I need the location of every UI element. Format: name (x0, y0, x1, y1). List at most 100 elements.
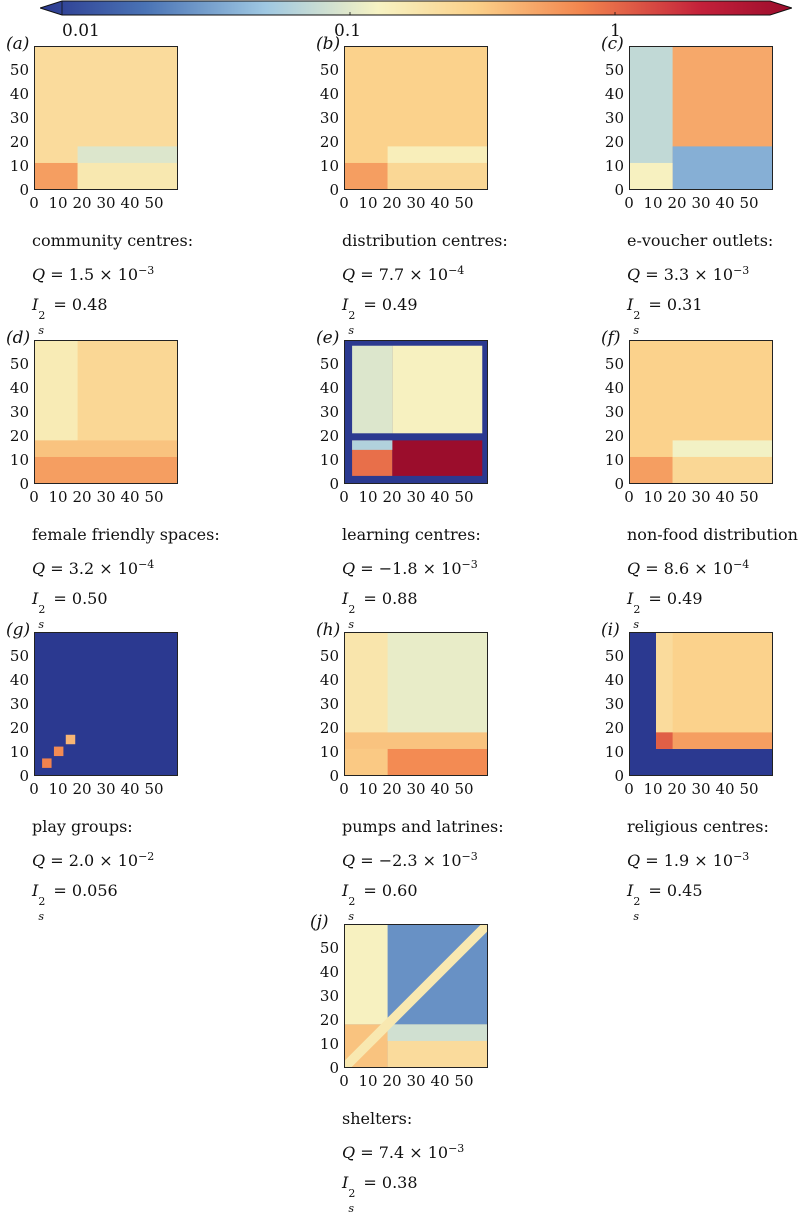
panel-label: (j) (310, 912, 329, 932)
y-tick-label: 0 (329, 475, 339, 493)
x-tick-label: 30 (691, 194, 711, 212)
y-tick-label: 10 (604, 451, 624, 469)
heatmap-block (77, 162, 177, 189)
y-tick-label: 30 (319, 109, 339, 127)
panel-title: distribution centres: (342, 231, 508, 250)
modularity-value: Q = 8.6 × 10−4 (627, 558, 750, 578)
heatmap-panel: (g) 0 10 20 30 40 50 0 10 20 30 40 50 play groups: Q =… (0, 620, 240, 923)
y-tick-label: 50 (604, 647, 624, 665)
y-tick-label: 50 (604, 355, 624, 373)
y-tick-label: 40 (9, 671, 29, 689)
panel-label: (f) (601, 328, 621, 348)
y-tick-label: 50 (319, 647, 339, 665)
x-tick-label: 10 (48, 780, 68, 798)
y-tick-label: 50 (9, 647, 29, 665)
x-tick-label: 10 (358, 488, 378, 506)
y-tick-label: 20 (604, 719, 624, 737)
x-tick-label: 20 (72, 780, 92, 798)
x-tick-label: 20 (382, 194, 402, 212)
modularity-value: Q = 7.4 × 10−3 (342, 1142, 465, 1162)
x-tick-label: 20 (667, 780, 687, 798)
heatmap-block (53, 746, 64, 757)
heatmap (34, 632, 178, 776)
panel-caption: female friendly spaces: Q = 3.2 × 10−4 I 2 s… (32, 520, 220, 631)
y-tick-label: 0 (614, 475, 624, 493)
heatmap-panel: (b) 0 10 20 30 40 50 0 10 20 30 40 50 distribution ce… (310, 34, 550, 337)
y-tick-label: 30 (9, 109, 29, 127)
heatmap (344, 46, 488, 190)
y-tick-label: 40 (9, 379, 29, 397)
modularity-value: Q = 3.2 × 10−4 (32, 558, 155, 578)
x-tick-label: 50 (454, 780, 474, 798)
y-tick-label: 20 (604, 133, 624, 151)
y-tick-label: 40 (319, 379, 339, 397)
panel-caption: community centres: Q = 1.5 × 10−3 I 2 s = 0.… (32, 226, 193, 337)
x-tick-label: 50 (144, 488, 164, 506)
panel-caption: shelters: Q = 7.4 × 10−3 I 2 s = 0.38 (342, 1104, 465, 1215)
y-tick-label: 40 (9, 85, 29, 103)
heatmap-block (656, 633, 673, 733)
y-tick-label: 0 (19, 475, 29, 493)
panel-label: (a) (6, 34, 30, 54)
heatmap-block (65, 734, 76, 745)
y-tick-label: 0 (329, 181, 339, 199)
x-tick-label: 10 (643, 194, 663, 212)
colorbar-tick-0.1: 0.1 (334, 21, 362, 41)
x-tick-label: 0 (339, 780, 349, 798)
y-tick-label: 20 (9, 427, 29, 445)
panel-label: (d) (6, 328, 31, 348)
x-tick-label: 10 (48, 488, 68, 506)
heatmap (34, 340, 178, 484)
x-tick-label: 50 (739, 780, 759, 798)
heatmap-block (392, 345, 483, 434)
x-tick-label: 0 (339, 488, 349, 506)
y-tick-label: 10 (604, 157, 624, 175)
panel-title: non-food distribution: (627, 525, 799, 544)
x-tick-label: 10 (358, 1072, 378, 1090)
heatmap-block (352, 345, 393, 434)
panel-label: (h) (316, 620, 341, 640)
x-tick-label: 20 (382, 780, 402, 798)
colorbar (38, 0, 794, 22)
heatmap-panel: (d) 0 10 20 30 40 50 0 10 20 30 40 50 female friendly… (0, 328, 240, 631)
heatmap-block (35, 456, 177, 483)
heatmap-panel: (i) 0 10 20 30 40 50 0 10 20 30 40 50 religious centr… (595, 620, 799, 923)
y-tick-label: 40 (604, 379, 624, 397)
y-tick-label: 0 (614, 767, 624, 785)
x-tick-label: 50 (144, 194, 164, 212)
heatmap (344, 632, 488, 776)
panel-label: (g) (6, 620, 31, 640)
modularity-value: Q = 3.3 × 10−3 (627, 264, 750, 284)
x-tick-label: 0 (29, 194, 39, 212)
x-tick-label: 30 (96, 488, 116, 506)
modularity-value: Q = 7.7 × 10−4 (342, 264, 465, 284)
x-tick-label: 40 (715, 780, 735, 798)
colorbar-tick-0.01: 0.01 (62, 21, 100, 41)
heatmap (629, 46, 773, 190)
colorbar-tick-1: 1 (610, 21, 621, 41)
x-tick-label: 50 (739, 488, 759, 506)
y-tick-label: 10 (604, 743, 624, 761)
x-tick-label: 50 (454, 194, 474, 212)
x-tick-label: 20 (72, 488, 92, 506)
y-tick-label: 10 (319, 743, 339, 761)
y-tick-label: 20 (319, 1011, 339, 1029)
x-tick-label: 0 (339, 1072, 349, 1090)
x-tick-label: 40 (430, 1072, 450, 1090)
y-tick-label: 30 (319, 987, 339, 1005)
heatmap-block (387, 146, 487, 163)
heatmap-panel: (c) 0 10 20 30 40 50 0 10 20 30 40 50 e-voucher outle… (595, 34, 799, 337)
heatmap-block (345, 732, 487, 749)
heatmap-block (345, 162, 388, 189)
x-tick-label: 10 (358, 194, 378, 212)
y-tick-label: 10 (9, 743, 29, 761)
x-tick-label: 0 (624, 194, 634, 212)
y-tick-label: 20 (319, 427, 339, 445)
y-tick-label: 30 (319, 403, 339, 421)
heatmap-block (630, 456, 673, 483)
heatmap (344, 924, 488, 1068)
x-tick-label: 40 (120, 194, 140, 212)
